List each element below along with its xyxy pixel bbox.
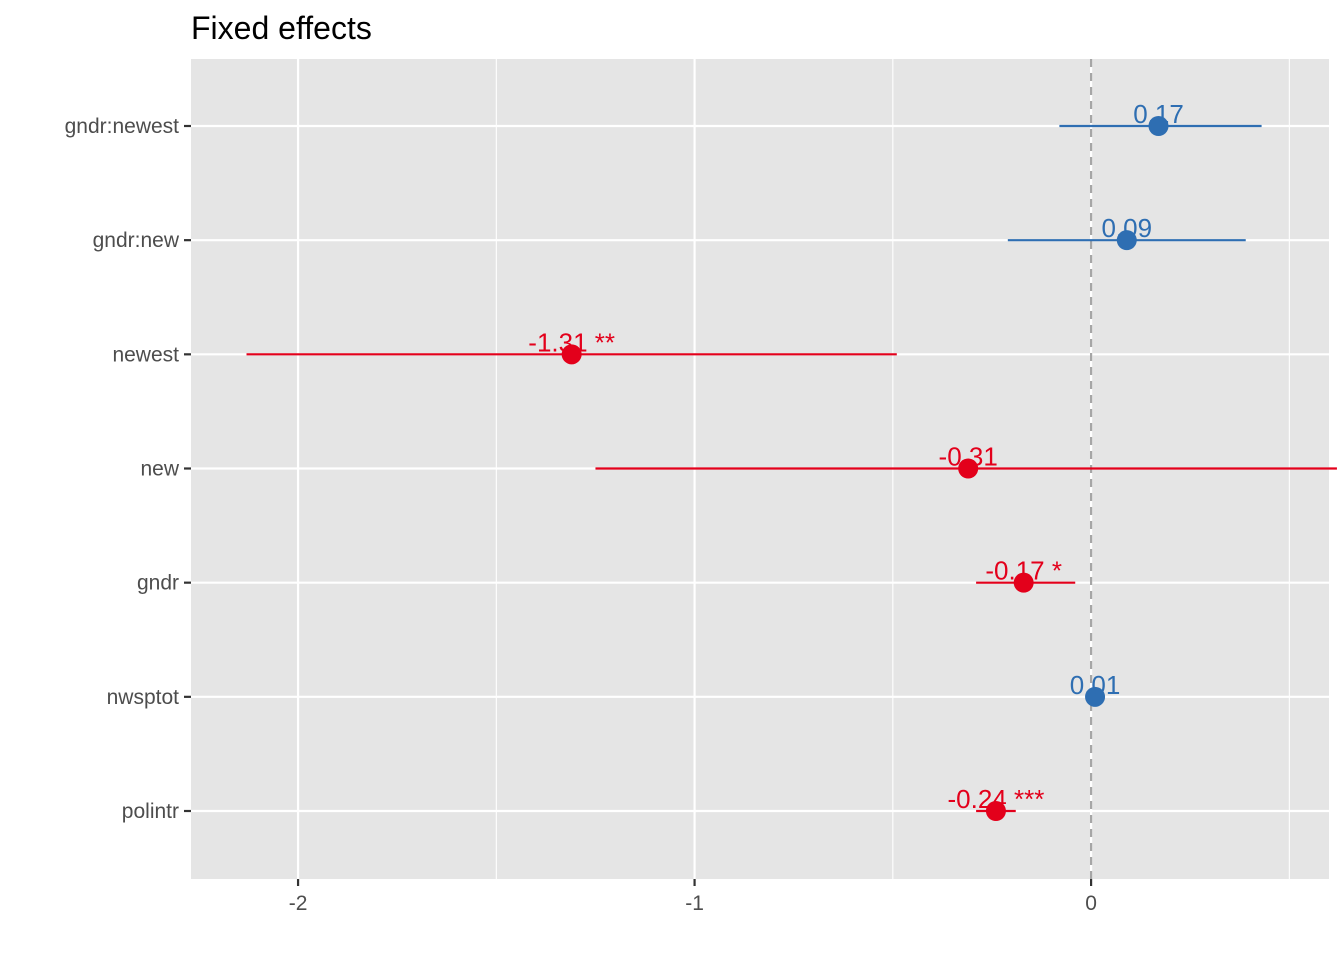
point-polintr — [985, 801, 1006, 821]
point-nwsptot — [1085, 686, 1106, 707]
x-tick-label: -2 — [289, 892, 308, 915]
point-new — [958, 458, 979, 479]
point-newest — [561, 344, 582, 365]
data-label: -0.31 — [939, 442, 998, 472]
point-gndr — [1013, 572, 1034, 593]
x-tick-label: 0 — [1085, 892, 1097, 915]
y-tick-label: newest — [112, 343, 179, 366]
y-tick-label: gndr:new — [93, 229, 180, 252]
chart-title: Fixed effects — [191, 10, 372, 46]
point-gndr-new — [1116, 230, 1137, 251]
data-label: -1.31 ** — [528, 327, 615, 357]
x-tick-label: -1 — [685, 892, 704, 915]
y-tick-label: polintr — [122, 800, 179, 823]
y-tick-label: gndr:newest — [65, 115, 180, 138]
data-label: -0.17 * — [985, 556, 1062, 586]
data-label: 0.17 — [1133, 99, 1184, 129]
data-label: 0.09 — [1101, 213, 1152, 243]
data-label: -0.24 *** — [948, 784, 1045, 814]
y-tick-label: new — [140, 458, 179, 481]
x-axis: -2 -1 0 — [289, 879, 1097, 915]
y-axis: gndr:newest gndr:new newest new gndr nwsptot p… — [65, 115, 191, 823]
plot-marks: 0.17 0.09 -1.31 ** -0.31 -0.17 * 0.01 -0.24 **… — [246, 99, 1337, 821]
point-gndr-newest — [1148, 116, 1169, 136]
y-tick-label: nwsptot — [107, 686, 180, 709]
data-label: 0.01 — [1070, 670, 1121, 700]
y-tick-label: gndr — [137, 572, 179, 595]
